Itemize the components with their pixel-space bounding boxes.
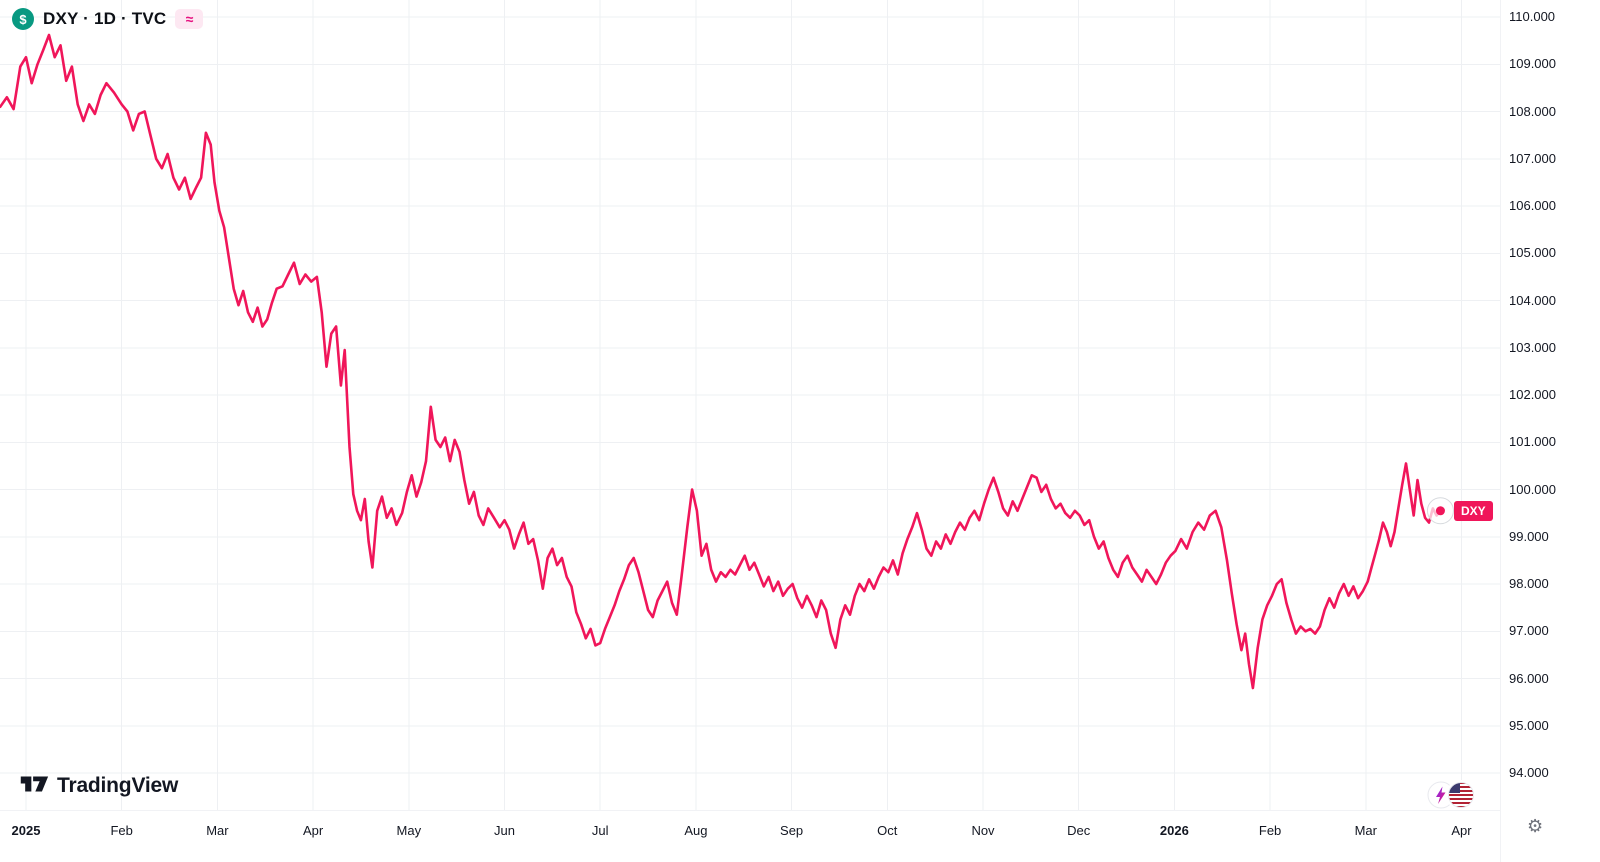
price-tick-label: 96.000: [1509, 670, 1549, 686]
dxy-price-line: [0, 33, 1442, 690]
gear-icon[interactable]: ⚙: [1527, 816, 1544, 836]
time-tick-label: 2026: [1159, 823, 1189, 838]
time-tick-label: May: [396, 823, 422, 838]
time-tick-label: Apr: [1451, 823, 1472, 838]
price-line-chart[interactable]: [0, 0, 1500, 810]
time-tick-label: Mar: [206, 823, 229, 838]
last-price-dot: [1435, 506, 1445, 516]
symbol-header[interactable]: $ DXY · 1D · TVC ≈: [12, 8, 204, 30]
series-symbol-label: DXY: [1454, 500, 1493, 521]
price-tick-label: 107.000: [1509, 150, 1556, 166]
price-tick-label: 98.000: [1509, 576, 1549, 591]
tradingview-logo-text: TradingView: [57, 774, 179, 797]
price-axis[interactable]: 110.000 109.000 108.000 107.000 106.000 105.0…: [1500, 0, 1600, 862]
price-tick-label: 109.000: [1509, 56, 1556, 72]
price-tick-label: 100.000: [1509, 481, 1556, 497]
price-tick-label: 103.000: [1509, 339, 1556, 355]
us-flag-icon[interactable]: [1446, 780, 1476, 810]
time-tick-label: Apr: [302, 823, 324, 838]
dollar-circle-icon: $: [12, 8, 34, 30]
price-tick-label: 102.000: [1509, 387, 1556, 402]
time-tick-label: Jul: [591, 823, 609, 838]
price-tick-label: 99.000: [1509, 528, 1549, 544]
price-tick-label: 97.000: [1509, 623, 1549, 639]
price-tick-label: 105.000: [1509, 245, 1556, 261]
symbol-title: DXY · 1D · TVC: [43, 9, 167, 28]
approx-data-badge[interactable]: ≈: [175, 9, 204, 29]
time-tick-label: Aug: [684, 823, 708, 838]
time-tick-label: Jun: [494, 823, 515, 838]
tradingview-logo[interactable]: TradingView: [19, 771, 178, 801]
time-tick-label: Feb: [1258, 823, 1282, 838]
price-tick-label: 110.000: [1509, 9, 1556, 24]
price-tick-label: 101.000: [1509, 434, 1556, 450]
tradingview-mark-icon: [19, 771, 49, 801]
price-tick-label: 95.000: [1509, 717, 1549, 733]
time-tick-label: Sep: [780, 823, 804, 838]
price-tick-label: 104.000: [1509, 292, 1556, 308]
price-tick-label: 108.000: [1509, 103, 1556, 119]
time-axis[interactable]: 2025 Feb Mar Apr May Jun Jul Aug Sep Oct Nov Dec 202…: [0, 810, 1500, 862]
time-tick-label: Mar: [1354, 823, 1377, 838]
price-tick-label: 94.000: [1509, 765, 1549, 780]
price-tick-label: 106.000: [1509, 198, 1556, 213]
footer-icons: [1427, 780, 1476, 810]
time-tick-label: Oct: [877, 823, 898, 838]
time-tick-label: Feb: [110, 823, 133, 838]
time-tick-label: 2025: [11, 823, 41, 838]
time-tick-label: Dec: [1067, 823, 1091, 838]
time-tick-label: Nov: [971, 823, 995, 838]
